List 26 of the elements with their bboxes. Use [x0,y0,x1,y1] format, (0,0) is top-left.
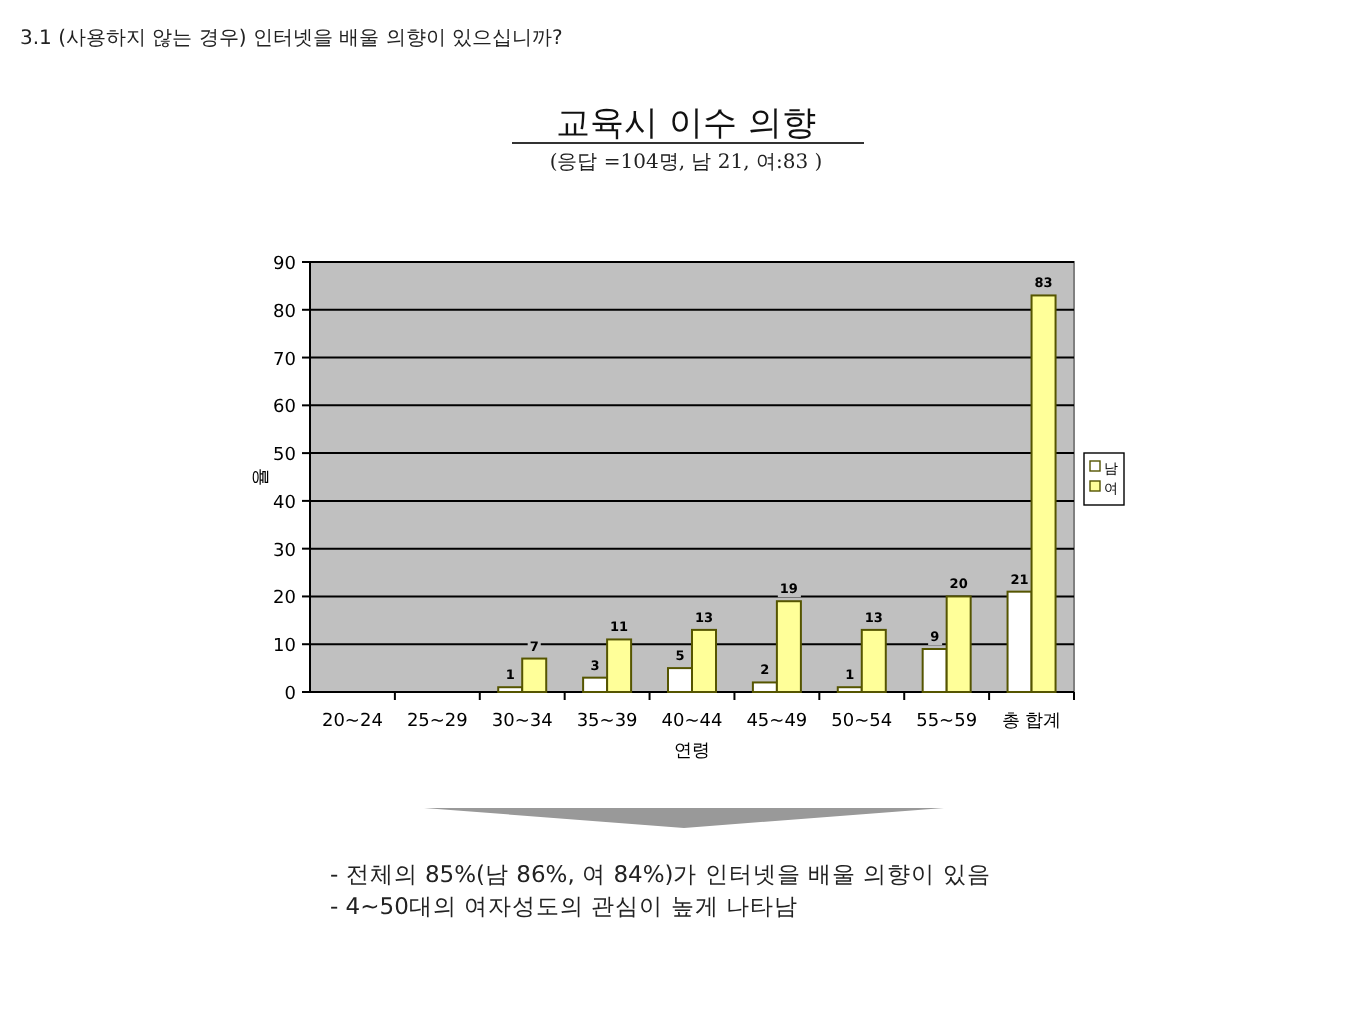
chart-subtitle: (응답 =104명, 남 21, 여:83 ) [549,152,823,174]
x-tick-label: 45~49 [746,712,808,732]
y-tick-label: 10 [273,637,297,658]
y-tick-label: 50 [273,446,297,467]
y-tick-label: 0 [284,685,297,705]
y-tick-label: 40 [273,493,297,514]
x-axis-title: 연령 [674,742,710,762]
chart-title: 교육시 이수 의향 [556,104,816,144]
x-tick-label: 55~59 [916,712,978,732]
text: 3.1 (사용하지 않는 경우) 인터넷을 배울 의향이 있으십니까? [20,28,563,50]
x-tick-label: 30~34 [491,712,554,732]
y-tick-label: 70 [273,350,297,371]
y-tick-label: 30 [273,541,297,562]
y-axis-title: 율 [252,468,272,486]
y-tick-label: 60 [273,398,297,419]
x-tick-label: 20~24 [321,712,384,732]
y-tick-label: 20 [273,589,297,610]
x-tick-label: 25~29 [406,712,469,732]
y-tick-label: 90 [273,255,297,275]
text: - 전체의 85%(남 86%, 여 84%)가 인터넷을 배울 의향이 있음 [330,860,991,888]
text: - 4~50대의 여자성도의 관심이 높게 나타남 [330,892,799,920]
x-tick-label: 총 합계 [1001,712,1062,732]
x-tick-label: 40~44 [661,712,723,732]
y-tick-label: 80 [273,302,297,323]
x-tick-label: 50~54 [831,712,893,732]
x-tick-label: 35~39 [576,712,639,732]
